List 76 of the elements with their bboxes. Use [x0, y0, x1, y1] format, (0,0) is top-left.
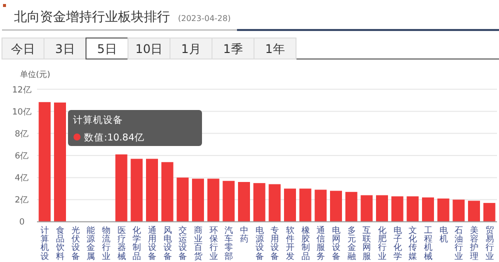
x-tick-label: 化肥行业 [378, 225, 386, 261]
annotation: 数值:10.84亿 [84, 132, 144, 144]
bar [176, 178, 189, 222]
x-tick-label: 贸易行业 [485, 225, 494, 261]
x-tick-label: 商业百货 [194, 225, 202, 261]
bar [130, 158, 143, 222]
bar [299, 188, 312, 222]
x-tick-label: 交运设备 [178, 225, 187, 261]
bar [192, 178, 204, 222]
chart-subtitle: (2023-04-28) [178, 14, 231, 23]
y-tick-label: 2亿 [14, 194, 30, 206]
x-tick-label: 通用设备 [148, 225, 156, 261]
x-tick-label: 汽车零部 [224, 225, 233, 261]
text: 3日 [55, 42, 75, 56]
text: 1季 [223, 42, 243, 56]
bar [376, 195, 388, 222]
text: 今日 [11, 42, 35, 56]
y-tick-label: 12亿 [12, 84, 32, 96]
y-tick-label: 6亿 [14, 150, 30, 162]
bar [452, 200, 465, 222]
x-tick-label: 物流行业 [102, 225, 110, 261]
x-tick-label: 计算机设 [40, 225, 49, 261]
x-tick-label: 橡胶制品 [301, 225, 310, 261]
annotation: 计算机设备 [73, 114, 123, 126]
bar [38, 102, 51, 222]
text: 10日 [135, 42, 163, 56]
y-tick-label: 0 [19, 218, 25, 228]
y-axis-title: 单位(元) [20, 70, 50, 79]
x-tick-label: 环保行业 [209, 225, 218, 261]
x-tick-label: 医疗器械 [117, 225, 126, 261]
bar [238, 182, 250, 222]
x-tick-label: 软件开发 [286, 225, 294, 261]
x-tick-label: 专用设备 [270, 225, 279, 261]
x-tick-label: 中药 [240, 225, 248, 244]
y-tick-label: 10亿 [12, 106, 32, 118]
x-tick-label: 美容护理 [469, 225, 478, 261]
bar [115, 154, 128, 222]
bar [422, 197, 434, 222]
bar [253, 183, 266, 222]
x-tick-label: 电网设备 [332, 225, 340, 261]
x-tick-label: 工程机械 [424, 225, 432, 261]
bar [284, 188, 296, 222]
bar [391, 196, 404, 222]
bar [406, 196, 419, 222]
bar [207, 178, 220, 222]
bar [268, 184, 281, 222]
bar [161, 162, 174, 222]
bar [345, 192, 358, 222]
bar [146, 158, 158, 222]
bar [437, 198, 450, 222]
y-tick-label: 8亿 [14, 128, 30, 140]
x-tick-label: 石油行业 [454, 225, 463, 261]
chart-title: 北向资金增持行业板块排行 [14, 10, 170, 25]
bar [314, 190, 327, 222]
bar [360, 195, 373, 222]
x-tick-label: 能源金属 [86, 225, 95, 261]
x-tick-label: 互联网服 [362, 225, 371, 261]
x-tick-label: 电机 [439, 225, 448, 244]
y-tick-label: 4亿 [14, 172, 30, 184]
x-tick-label: 通信服务 [316, 225, 325, 261]
x-tick-label: 风电设备 [163, 225, 172, 261]
x-tick-label: 文化传媒 [408, 225, 417, 261]
x-tick-label: 食品饮料 [55, 225, 64, 261]
x-tick-label: 光伏设备 [71, 225, 80, 261]
bar [468, 200, 480, 222]
text: 1月 [181, 42, 201, 56]
bar [222, 180, 235, 222]
bar [483, 202, 496, 222]
text: 5日 [97, 42, 117, 56]
text: 1年 [265, 42, 285, 56]
bar [330, 190, 342, 222]
x-tick-label: 化学制品 [132, 225, 141, 261]
x-tick-label: 多元金融 [347, 225, 356, 261]
x-tick-label: 电源设备 [255, 225, 264, 261]
x-tick-label: 电子化学 [393, 225, 402, 261]
bar [54, 102, 66, 222]
